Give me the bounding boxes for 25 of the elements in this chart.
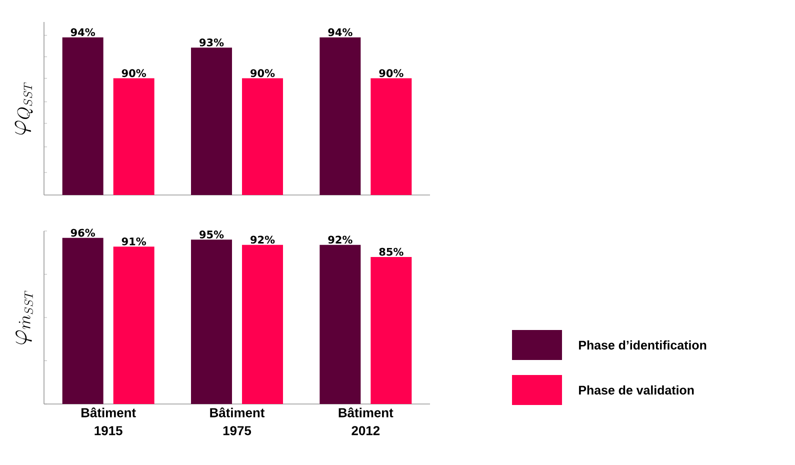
text: Phase d’identification: [579, 340, 706, 350]
data-label: 90%: [379, 69, 404, 78]
data-label: 91%: [122, 237, 146, 246]
x-tick-label: Bâtiment 2012: [338, 408, 394, 436]
text: Phase de validation: [579, 385, 694, 395]
x-tick-label: Bâtiment 1915: [81, 408, 136, 436]
data-label: 94%: [70, 28, 96, 36]
y-axis-title: $\varphi_{Q_{SST}}$: [14, 82, 33, 135]
bar: [320, 244, 361, 404]
data-label: 94%: [328, 28, 352, 36]
bar: [113, 246, 154, 404]
bar: [191, 240, 232, 404]
data-label: 93%: [200, 38, 224, 46]
data-label: 96%: [70, 228, 96, 237]
bar: [370, 256, 412, 404]
y-axis-title: $\varphi_{\dot{m}_{SST}}$: [16, 290, 34, 344]
x-tick-label: Bâtiment 1975: [210, 408, 265, 436]
bar: [242, 244, 284, 404]
data-label: 92%: [250, 236, 275, 244]
data-label: 95%: [200, 230, 224, 238]
data-label: 90%: [250, 69, 275, 78]
data-label: 90%: [122, 69, 146, 78]
data-label: 92%: [328, 236, 352, 244]
data-label: 85%: [379, 248, 404, 256]
bar: [62, 238, 104, 404]
